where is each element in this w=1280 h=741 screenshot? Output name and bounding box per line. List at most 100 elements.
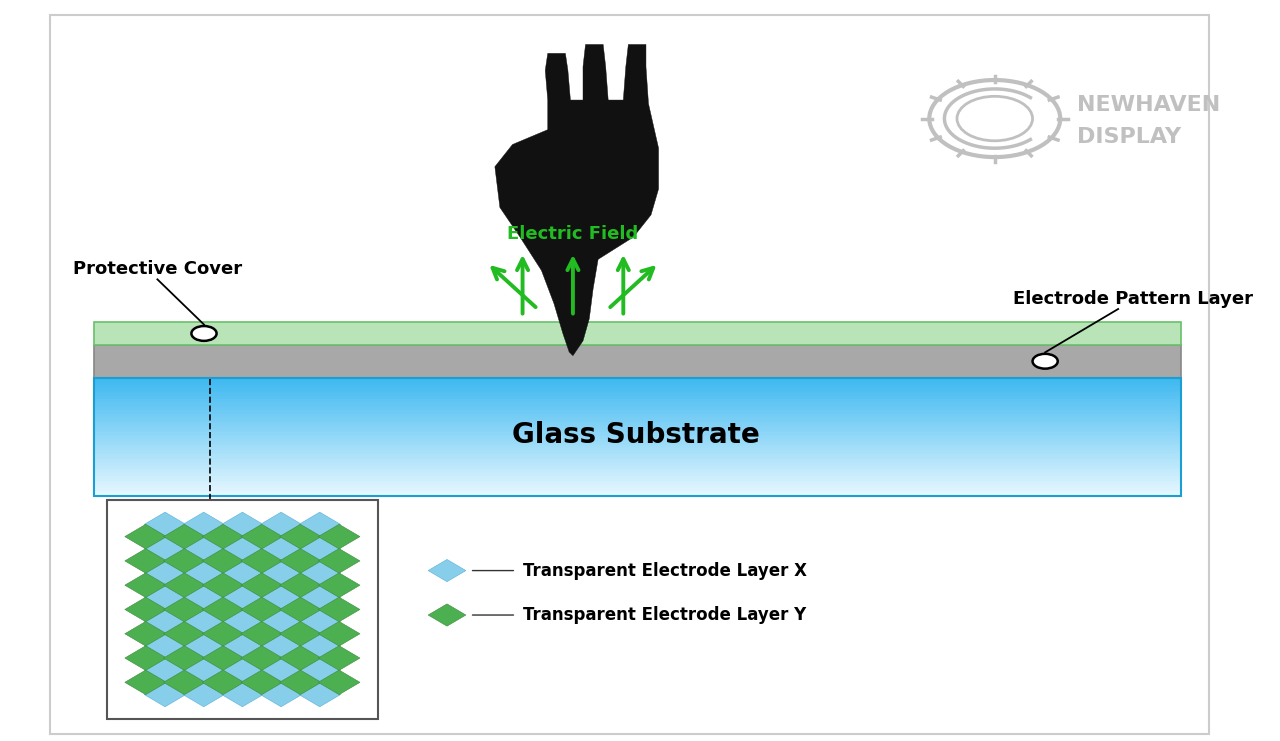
Polygon shape [183, 585, 224, 610]
Bar [95, 380, 1181, 382]
Polygon shape [428, 604, 466, 626]
Bar [95, 465, 1181, 467]
Bar [95, 408, 1181, 411]
Polygon shape [428, 559, 466, 582]
Polygon shape [319, 548, 360, 574]
Polygon shape [125, 573, 166, 597]
Bar [95, 459, 1181, 461]
Bar [95, 379, 1181, 381]
Polygon shape [145, 536, 186, 561]
Bar [95, 393, 1181, 396]
Bar [95, 402, 1181, 405]
Bar [95, 454, 1181, 456]
Polygon shape [279, 597, 321, 622]
Polygon shape [260, 536, 302, 561]
Polygon shape [279, 622, 321, 646]
Bar [95, 382, 1181, 384]
Bar [95, 479, 1181, 482]
Polygon shape [319, 573, 360, 597]
Polygon shape [145, 512, 186, 536]
Polygon shape [164, 573, 205, 597]
Polygon shape [298, 634, 340, 658]
Bar [95, 322, 1181, 345]
Bar [95, 439, 1181, 442]
Polygon shape [145, 585, 186, 610]
Bar [95, 414, 1181, 416]
Bar [95, 442, 1181, 445]
Polygon shape [125, 525, 166, 549]
Polygon shape [260, 512, 302, 536]
Text: Transparent Electrode Layer X: Transparent Electrode Layer X [522, 562, 806, 579]
Bar [95, 471, 1181, 473]
Text: Glass Substrate: Glass Substrate [512, 421, 760, 449]
Circle shape [1033, 354, 1057, 369]
Polygon shape [221, 682, 264, 707]
Polygon shape [183, 561, 224, 585]
Bar [95, 432, 1181, 434]
Polygon shape [202, 670, 244, 694]
Bar [95, 385, 1181, 387]
Bar [95, 404, 1181, 406]
Bar [95, 435, 1181, 437]
Bar [95, 451, 1181, 453]
Polygon shape [202, 548, 244, 574]
Bar [95, 487, 1181, 489]
Bar [108, 500, 378, 719]
Bar [95, 476, 1181, 479]
Bar [95, 438, 1181, 440]
Bar [95, 416, 1181, 418]
Polygon shape [221, 634, 264, 658]
Polygon shape [145, 634, 186, 658]
Polygon shape [279, 548, 321, 574]
Polygon shape [319, 670, 360, 694]
Polygon shape [125, 622, 166, 646]
Polygon shape [221, 585, 264, 610]
Polygon shape [125, 670, 166, 694]
Polygon shape [260, 609, 302, 634]
Bar [95, 460, 1181, 462]
Polygon shape [145, 682, 186, 707]
Bar [95, 463, 1181, 465]
Text: Protective Cover: Protective Cover [73, 260, 242, 278]
Polygon shape [319, 525, 360, 549]
Bar [95, 466, 1181, 468]
Polygon shape [221, 658, 264, 682]
Polygon shape [241, 645, 283, 671]
Polygon shape [298, 658, 340, 682]
Bar [95, 475, 1181, 477]
Polygon shape [241, 597, 283, 622]
Polygon shape [164, 622, 205, 646]
Polygon shape [183, 682, 224, 707]
Bar [95, 426, 1181, 428]
Bar [95, 447, 1181, 449]
Bar [95, 478, 1181, 480]
Polygon shape [221, 561, 264, 585]
Polygon shape [164, 525, 205, 549]
Polygon shape [125, 645, 166, 671]
Polygon shape [241, 622, 283, 646]
Polygon shape [298, 682, 340, 707]
Polygon shape [298, 512, 340, 536]
Polygon shape [125, 548, 166, 574]
Polygon shape [164, 645, 205, 671]
Bar [95, 425, 1181, 427]
Bar [95, 419, 1181, 421]
Bar [95, 410, 1181, 412]
Text: Electrode Pattern Layer: Electrode Pattern Layer [1014, 290, 1253, 308]
Bar [95, 392, 1181, 394]
Bar [95, 473, 1181, 476]
Polygon shape [319, 645, 360, 671]
Bar [95, 389, 1181, 391]
Text: NEWHAVEN: NEWHAVEN [1076, 96, 1220, 115]
Bar [95, 401, 1181, 403]
Polygon shape [183, 512, 224, 536]
Bar [95, 441, 1181, 443]
Bar [95, 386, 1181, 388]
Polygon shape [221, 609, 264, 634]
Bar [95, 491, 1181, 494]
Text: Electric Field: Electric Field [507, 225, 639, 243]
Bar [95, 490, 1181, 492]
Polygon shape [279, 645, 321, 671]
Polygon shape [279, 525, 321, 549]
Bar [95, 468, 1181, 470]
